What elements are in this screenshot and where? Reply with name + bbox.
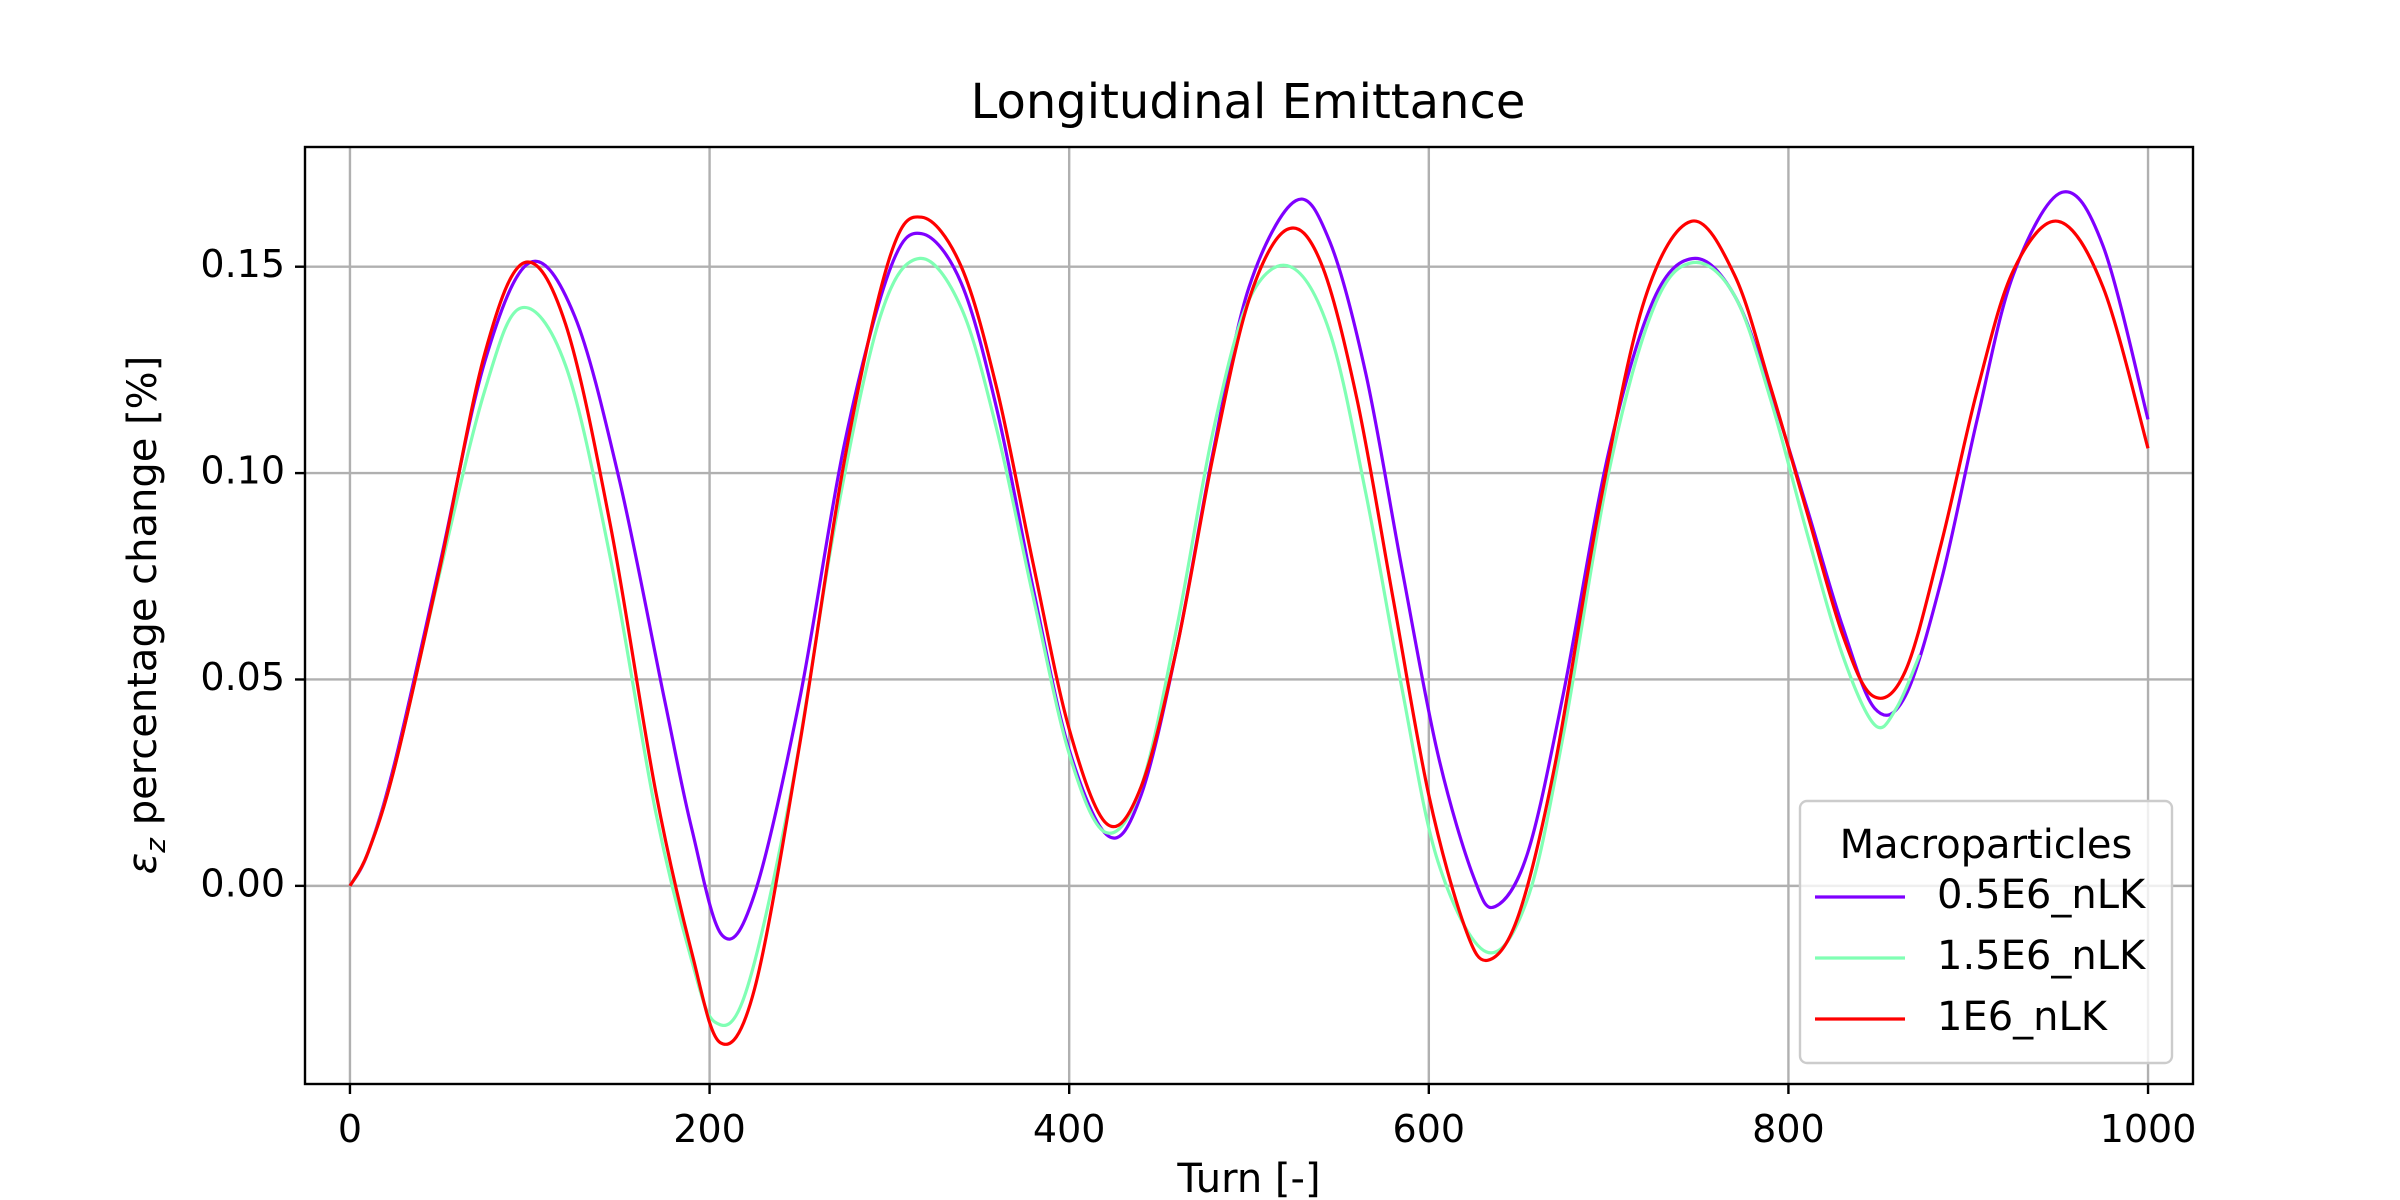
y-tick-label: 0.00 <box>200 861 285 905</box>
x-axis-ticks: 0 200 400 600 800 1000 <box>338 1084 2197 1151</box>
x-axis-label: Turn [-] <box>1176 1156 1320 1200</box>
plot-frame <box>303 145 2195 1086</box>
series-lines <box>348 190 2150 1046</box>
legend-title: Macroparticles <box>1840 822 2133 868</box>
legend-box <box>1798 799 2174 1065</box>
x-tick-label: 800 <box>1752 1107 1825 1151</box>
x-tick-label: 0 <box>338 1107 362 1151</box>
chart-title: Longitudinal Emittance <box>971 74 1526 130</box>
legend-label-0-5e6-nlk: 0.5E6_nLK <box>1937 872 2147 918</box>
y-tick-label: 0.10 <box>200 449 285 493</box>
y-tick-label: 0.15 <box>200 242 285 286</box>
legend-label-1-5e6-nlk: 1.5E6_nLK <box>1937 933 2147 979</box>
series-line-0-5e6-nlk <box>348 190 2150 941</box>
series-line-1e6-nlk <box>348 215 2150 1046</box>
x-tick-label: 400 <box>1033 1107 1106 1151</box>
y-tick-label: 0.05 <box>200 655 285 699</box>
y-axis-label: εz percentage change [%] <box>120 356 172 875</box>
y-axis-label-symbol: ε <box>120 853 166 875</box>
y-axis-label-text: percentage change [%] <box>120 356 166 838</box>
y-axis-label-subscript: z <box>139 837 172 854</box>
x-tick-label: 200 <box>673 1107 746 1151</box>
legend: Macroparticles 0.5E6_nLK 1.5E6_nLK 1E6_nLK <box>1798 799 2174 1065</box>
x-tick-label: 1000 <box>2100 1107 2197 1151</box>
legend-items: 0.5E6_nLK 1.5E6_nLK 1E6_nLK <box>1815 872 2147 1040</box>
x-tick-label: 600 <box>1393 1107 1466 1151</box>
y-axis-ticks: 0.00 0.05 0.10 0.15 <box>200 242 305 905</box>
legend-label-1e6-nlk: 1E6_nLK <box>1937 994 2109 1040</box>
